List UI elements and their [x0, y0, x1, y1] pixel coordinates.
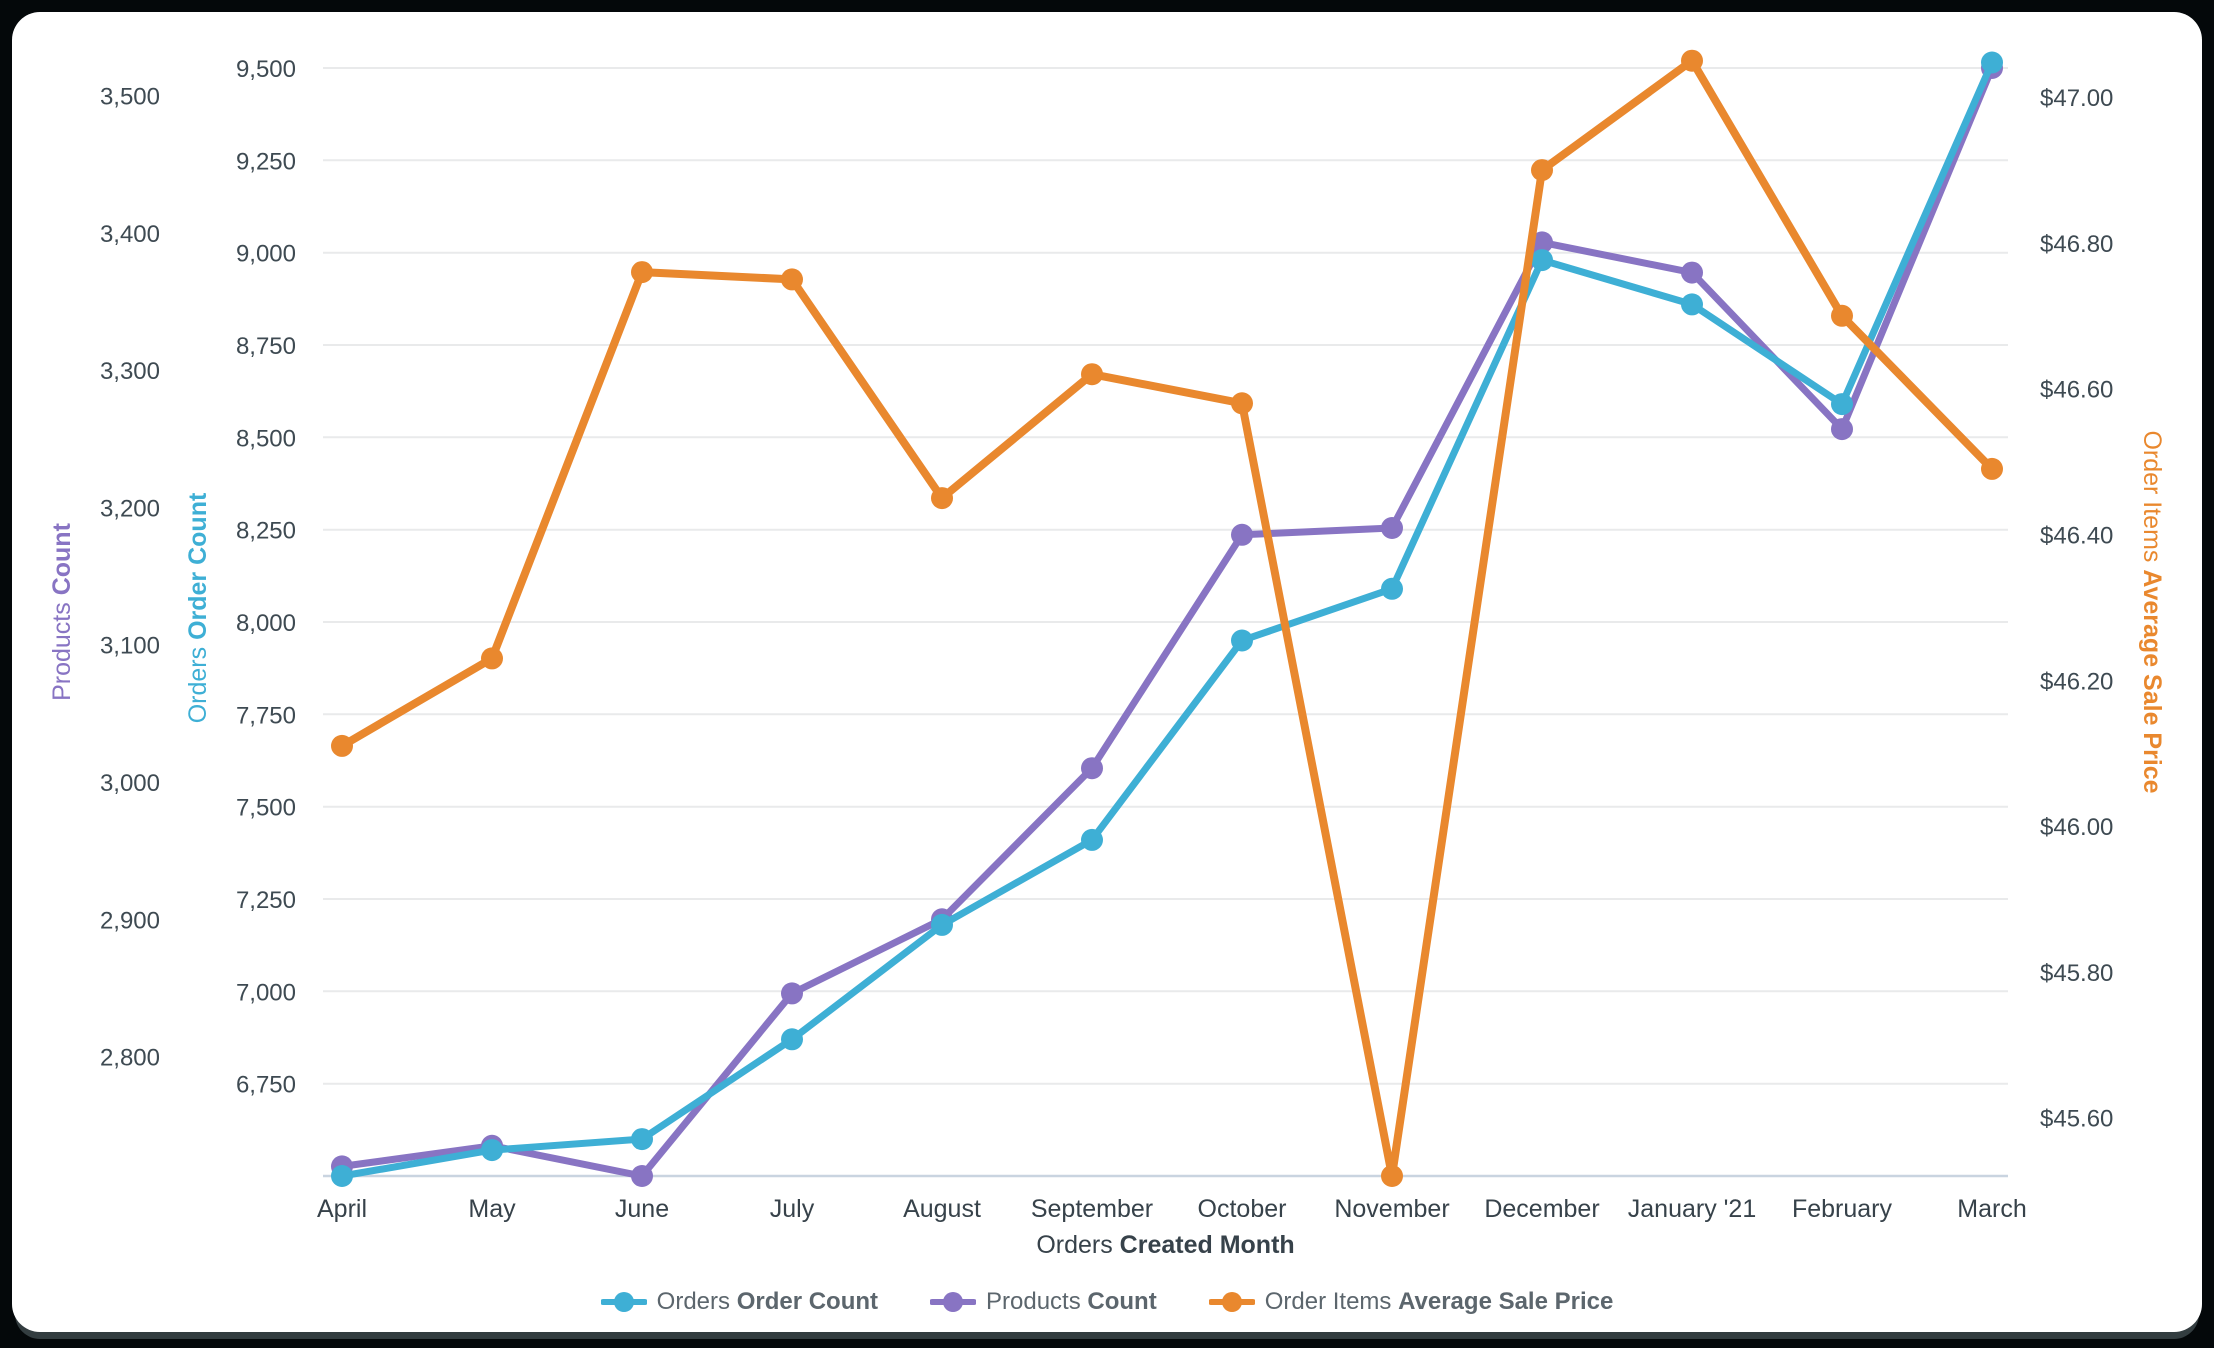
data-point-orders-order-count[interactable]: [1531, 249, 1553, 272]
products-axis-tick: 2,900: [100, 907, 160, 934]
x-axis-tick: September: [1031, 1195, 1153, 1223]
data-point-order-items-average-sale-price[interactable]: [1681, 49, 1703, 72]
x-axis-title: Orders Created Month: [1036, 1231, 1294, 1259]
data-point-order-items-average-sale-price[interactable]: [781, 268, 803, 291]
data-point-order-items-average-sale-price[interactable]: [331, 734, 353, 757]
data-point-orders-order-count[interactable]: [1231, 629, 1253, 652]
legend-label: Products Count: [986, 1288, 1157, 1315]
orders-axis-title: Orders Order Count: [184, 492, 212, 723]
legend-item-products-count[interactable]: Products Count: [930, 1288, 1157, 1316]
data-point-orders-order-count[interactable]: [1831, 393, 1853, 416]
orders-axis-tick: 9,000: [236, 241, 296, 268]
orders-axis-tick: 6,750: [236, 1072, 296, 1099]
products-axis-tick: 3,300: [100, 358, 160, 385]
data-point-products-count[interactable]: [1231, 523, 1253, 546]
data-point-order-items-average-sale-price[interactable]: [1981, 457, 2003, 480]
x-axis-tick: June: [615, 1195, 669, 1223]
x-axis-tick: April: [317, 1195, 367, 1223]
chart-legend: Orders Order Count Products Count Order It…: [0, 1288, 2214, 1316]
orders-axis-tick: 7,750: [236, 702, 296, 729]
chart-card: [12, 12, 2202, 1332]
series-line-orders-order-count[interactable]: [338, 59, 1996, 1180]
price-axis-tick: $45.80: [2040, 960, 2113, 987]
legend-label: Orders Order Count: [656, 1288, 879, 1315]
orders-axis-tick: 7,000: [236, 979, 296, 1006]
series-line-order-items-average-sale-price[interactable]: [338, 56, 1996, 1180]
price-axis-tick: $46.40: [2040, 523, 2113, 550]
data-point-products-count[interactable]: [1681, 261, 1703, 284]
orders-axis-tick: 9,500: [236, 56, 296, 83]
legend-item-order-items-average-sale-price[interactable]: Order Items Average Sale Price: [1208, 1288, 1614, 1316]
legend-marker-icon: [930, 1292, 977, 1312]
data-point-order-items-average-sale-price[interactable]: [1381, 1165, 1403, 1187]
price-axis-tick: $45.60: [2040, 1106, 2113, 1133]
orders-axis-tick: 8,250: [236, 518, 296, 545]
data-point-orders-order-count[interactable]: [1981, 51, 2003, 74]
products-axis-title: Products Count: [48, 522, 76, 700]
orders-axis-tick: 8,750: [236, 333, 296, 360]
data-point-orders-order-count[interactable]: [631, 1128, 653, 1151]
x-axis-tick: March: [1957, 1195, 2026, 1223]
x-axis-tick: November: [1334, 1195, 1449, 1223]
products-axis-tick: 3,500: [100, 84, 160, 111]
data-point-order-items-average-sale-price[interactable]: [1831, 304, 1853, 327]
data-point-order-items-average-sale-price[interactable]: [1531, 159, 1553, 182]
x-axis-tick: August: [903, 1195, 981, 1223]
x-axis-tick: May: [468, 1195, 516, 1223]
price-axis-tick: $46.20: [2040, 668, 2113, 695]
price-axis-tick: $47.00: [2040, 85, 2113, 112]
data-point-order-items-average-sale-price[interactable]: [481, 647, 503, 670]
price-axis-title: Order Items Average Sale Price: [2138, 430, 2166, 793]
data-point-orders-order-count[interactable]: [931, 913, 953, 936]
data-point-products-count[interactable]: [1531, 231, 1553, 254]
data-point-orders-order-count[interactable]: [1681, 293, 1703, 316]
products-axis-tick: 3,400: [100, 221, 160, 248]
data-point-order-items-average-sale-price[interactable]: [1081, 363, 1103, 386]
data-point-orders-order-count[interactable]: [781, 1028, 803, 1051]
data-point-products-count[interactable]: [1381, 517, 1403, 539]
legend-label: Order Items Average Sale Price: [1264, 1288, 1614, 1315]
data-point-order-items-average-sale-price[interactable]: [1231, 392, 1253, 415]
data-point-orders-order-count[interactable]: [331, 1165, 353, 1187]
price-axis-tick: $46.80: [2040, 231, 2113, 258]
series-line-products-count[interactable]: [338, 64, 1996, 1180]
data-point-products-count[interactable]: [781, 982, 803, 1005]
data-point-products-count[interactable]: [1831, 418, 1853, 441]
data-point-products-count[interactable]: [631, 1165, 653, 1187]
price-axis-tick: $46.00: [2040, 814, 2113, 841]
products-axis-tick: 3,100: [100, 633, 160, 660]
data-point-orders-order-count[interactable]: [481, 1139, 503, 1162]
orders-axis-tick: 8,000: [236, 610, 296, 637]
orders-axis-tick: 7,500: [236, 795, 296, 822]
x-axis-tick: January '21: [1628, 1195, 1756, 1223]
products-axis-tick: 2,800: [100, 1045, 160, 1072]
x-axis-tick: December: [1484, 1195, 1599, 1223]
data-point-orders-order-count[interactable]: [1081, 828, 1103, 851]
x-axis-tick: February: [1792, 1195, 1893, 1223]
legend-marker-icon: [600, 1292, 647, 1312]
data-point-products-count[interactable]: [1081, 757, 1103, 780]
x-axis-tick: July: [770, 1195, 815, 1223]
data-point-orders-order-count[interactable]: [1381, 577, 1403, 600]
data-point-order-items-average-sale-price[interactable]: [931, 487, 953, 510]
products-axis-tick: 3,000: [100, 770, 160, 797]
data-point-order-items-average-sale-price[interactable]: [631, 261, 653, 284]
orders-axis-tick: 9,250: [236, 148, 296, 175]
legend-item-orders-order-count[interactable]: Orders Order Count: [600, 1288, 879, 1316]
legend-marker-icon: [1208, 1292, 1255, 1312]
orders-axis-tick: 7,250: [236, 887, 296, 914]
x-axis-tick: October: [1198, 1195, 1287, 1223]
price-axis-tick: $46.60: [2040, 377, 2113, 404]
orders-axis-tick: 8,500: [236, 425, 296, 452]
products-axis-tick: 3,200: [100, 495, 160, 522]
